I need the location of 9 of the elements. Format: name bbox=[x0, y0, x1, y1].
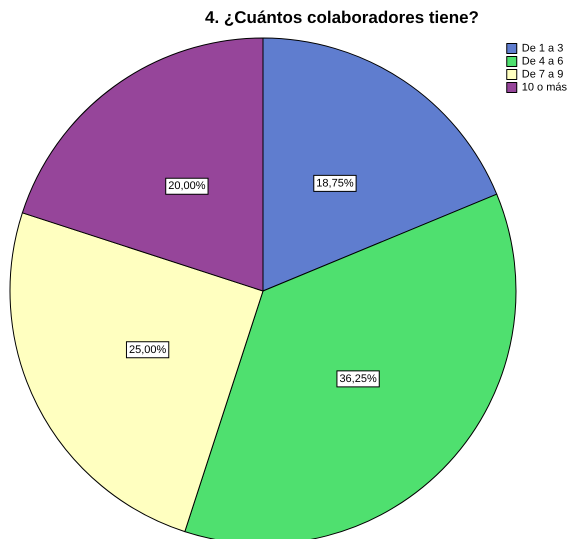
data-label: 36,25% bbox=[339, 372, 377, 385]
data-label: 18,75% bbox=[316, 177, 354, 190]
data-label: 20,00% bbox=[168, 180, 206, 192]
legend-label: De 7 a 9 bbox=[522, 68, 564, 80]
data-label: 25,00% bbox=[128, 344, 166, 356]
legend-label: De 1 a 3 bbox=[522, 42, 564, 54]
legend-label: De 4 a 6 bbox=[522, 56, 564, 68]
legend-label: 10 o más bbox=[522, 82, 568, 94]
chart-title: 4. ¿Cuántos colaboradores tiene? bbox=[205, 8, 479, 27]
